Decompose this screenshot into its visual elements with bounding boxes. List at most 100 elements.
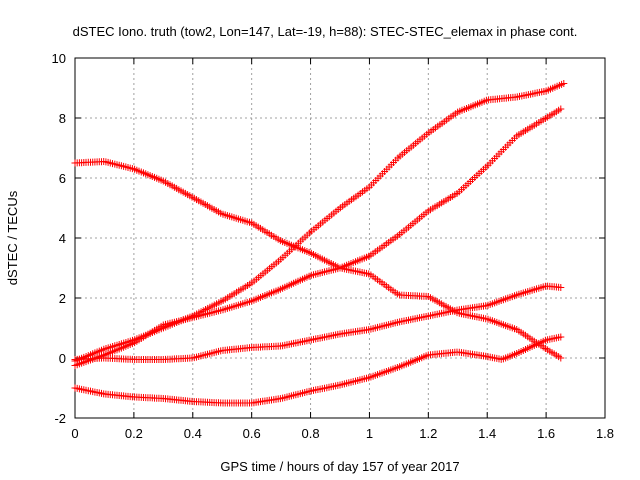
x-tick-label: 0.4 (184, 426, 202, 441)
data-point (339, 267, 341, 269)
data-point (486, 165, 488, 167)
data-point (280, 345, 282, 347)
data-point (192, 357, 194, 359)
data-point (103, 160, 106, 163)
series-2 (71, 105, 565, 369)
data-point (74, 162, 76, 164)
data-point (368, 376, 371, 379)
data-point (398, 294, 400, 296)
series-4 (71, 282, 565, 363)
x-tick-label: 0.6 (243, 426, 261, 441)
data-point (560, 357, 562, 359)
data-point (545, 348, 547, 350)
series-5-markers (71, 333, 565, 407)
data-point (398, 156, 400, 158)
x-tick-label: 1.8 (596, 426, 614, 441)
data-point (486, 99, 488, 101)
series-3-markers (71, 158, 565, 362)
data-point (398, 234, 400, 236)
data-point (560, 286, 562, 289)
data-point (280, 288, 282, 290)
data-point (133, 168, 135, 170)
data-point (162, 358, 164, 361)
data-point (545, 339, 547, 341)
data-point (74, 364, 76, 367)
data-point (545, 285, 547, 287)
series-2-markers (71, 105, 565, 369)
data-point (192, 400, 194, 403)
y-tick-label: 2 (59, 291, 66, 306)
grid-lines (75, 58, 605, 418)
x-tick-label: 0.8 (302, 426, 320, 441)
data-point (251, 222, 253, 224)
data-point (280, 240, 282, 242)
data-point (221, 402, 223, 404)
data-point (516, 328, 518, 331)
axis-ticks: 0 0.2 0.4 0.6 0.8 1 1.2 1.4 1.6 1.8 -2 0 2 4 6 8 10 (52, 51, 615, 441)
data-point (103, 357, 106, 359)
y-axis-label: dSTEC / TECUs (5, 190, 20, 285)
data-point (192, 196, 194, 199)
data-point (368, 328, 371, 331)
data-point (339, 384, 341, 386)
x-axis-label: GPS time / hours of day 157 of year 2017 (220, 459, 459, 474)
data-point (192, 316, 194, 319)
data-point (162, 324, 164, 326)
data-point (457, 351, 459, 353)
data-point (162, 180, 164, 182)
data-point (133, 342, 135, 344)
data-point (309, 339, 312, 341)
data-point (133, 396, 135, 398)
data-point (280, 397, 282, 400)
data-point (545, 117, 547, 119)
data-point (309, 274, 312, 277)
data-point (103, 348, 106, 350)
y-tick-label: 4 (59, 231, 66, 246)
data-point (560, 108, 562, 110)
data-series (71, 80, 568, 407)
data-point (74, 387, 76, 389)
data-point (221, 300, 223, 302)
data-point (368, 273, 371, 275)
x-tick-label: 1 (366, 426, 373, 441)
data-point (103, 393, 106, 395)
data-point (162, 397, 164, 400)
data-point (427, 354, 429, 356)
data-point (427, 132, 429, 134)
data-point (427, 210, 429, 212)
x-tick-label: 1.4 (478, 426, 496, 441)
y-tick-label: 10 (52, 51, 66, 66)
series-3 (71, 158, 565, 362)
series-5 (71, 333, 565, 407)
data-point (309, 231, 312, 233)
data-point (251, 282, 253, 284)
x-tick-label: 1.6 (537, 426, 555, 441)
data-point (339, 207, 341, 209)
data-point (74, 358, 76, 361)
data-point (427, 295, 429, 298)
y-tick-label: 0 (59, 351, 66, 366)
data-point (427, 315, 429, 317)
data-point (486, 318, 488, 320)
y-tick-label: -2 (54, 411, 66, 426)
data-point (516, 294, 518, 296)
data-point (133, 358, 135, 361)
data-point (545, 90, 547, 92)
data-point (398, 321, 400, 323)
data-point (368, 186, 371, 188)
data-point (280, 258, 282, 260)
data-point (486, 304, 488, 307)
data-point (563, 82, 565, 85)
data-point (221, 309, 223, 311)
y-tick-label: 8 (59, 111, 66, 126)
chart-title: dSTEC Iono. truth (tow2, Lon=147, Lat=-1… (73, 24, 578, 39)
data-point (457, 309, 459, 311)
data-point (398, 366, 400, 368)
data-point (501, 358, 503, 361)
data-point (516, 135, 518, 137)
data-point (221, 349, 223, 352)
data-point (309, 252, 312, 254)
data-point (251, 402, 253, 404)
x-tick-label: 0 (71, 426, 78, 441)
